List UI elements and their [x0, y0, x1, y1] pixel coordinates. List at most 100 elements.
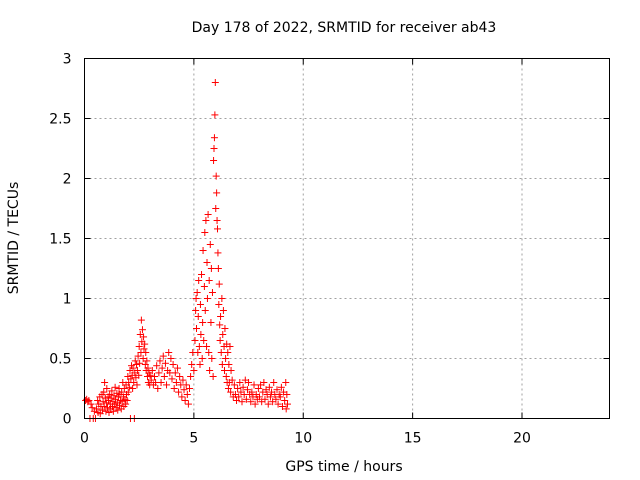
data-point [281, 397, 289, 404]
data-point [217, 349, 225, 356]
data-points [82, 79, 291, 422]
data-point [193, 325, 200, 332]
data-point [103, 404, 111, 412]
data-point [116, 401, 123, 409]
data-point [211, 111, 219, 119]
data-point [214, 265, 222, 272]
data-point [111, 383, 119, 391]
data-point [141, 340, 149, 348]
data-point [113, 389, 121, 397]
data-point [176, 373, 184, 380]
data-point [245, 379, 253, 386]
x-tick-label: 5 [189, 431, 198, 447]
data-point [200, 337, 208, 344]
data-point [137, 316, 145, 324]
x-tick-label: 0 [80, 431, 89, 447]
data-point [134, 352, 142, 360]
data-point [183, 391, 191, 398]
y-tick-label: 1.5 [49, 232, 71, 248]
y-tick-label: 3 [63, 52, 72, 68]
data-point [199, 319, 207, 326]
data-point [167, 355, 175, 362]
data-point [165, 349, 173, 356]
data-point [143, 357, 151, 365]
data-point [224, 385, 232, 392]
data-point [147, 376, 155, 384]
data-point [226, 343, 234, 350]
data-point [201, 229, 209, 236]
data-point [216, 337, 224, 344]
data-point [209, 373, 217, 380]
x-tick-label: 20 [513, 431, 531, 447]
data-point [202, 217, 210, 224]
data-point [224, 349, 232, 356]
data-point [242, 395, 250, 403]
data-point [133, 381, 141, 389]
data-point [278, 403, 286, 410]
data-point [196, 301, 204, 308]
data-point [211, 79, 219, 86]
data-point [161, 359, 169, 367]
data-point [205, 349, 213, 356]
data-point [203, 295, 211, 302]
data-point [187, 373, 195, 380]
data-point [230, 381, 238, 389]
data-point [156, 357, 164, 365]
data-point [260, 379, 268, 386]
data-point [282, 405, 290, 413]
y-tick-label: 2 [63, 172, 72, 188]
data-point [204, 211, 212, 218]
y-tick-label: 2.5 [49, 112, 71, 128]
data-point [172, 379, 180, 386]
data-point [216, 321, 224, 329]
data-point [135, 371, 143, 379]
data-point [261, 395, 269, 403]
data-point [88, 404, 96, 412]
data-point [158, 364, 166, 372]
data-point [160, 373, 168, 380]
data-point [124, 388, 132, 396]
data-point [129, 364, 137, 372]
data-point [217, 313, 225, 320]
data-point [266, 393, 274, 401]
data-point [212, 205, 220, 212]
data-point [198, 355, 206, 362]
data-point [264, 400, 272, 408]
data-point [282, 379, 290, 386]
data-point [93, 405, 101, 413]
data-point [215, 301, 223, 308]
data-point [96, 410, 104, 418]
data-point [225, 361, 233, 368]
data-point [135, 343, 143, 350]
y-tick-label: 1 [63, 292, 72, 308]
data-point [243, 386, 251, 394]
data-point [210, 134, 218, 142]
y-axis: 0 0.5 1 1.5 2 2.5 3 [49, 52, 610, 428]
data-point [210, 157, 218, 164]
data-point [197, 331, 205, 338]
data-point [168, 375, 176, 383]
data-point [238, 398, 246, 406]
data-point [228, 376, 236, 384]
data-point [265, 383, 273, 391]
data-point [276, 393, 284, 401]
data-point [102, 407, 110, 415]
data-point [254, 385, 262, 392]
data-point [236, 379, 244, 386]
data-point [219, 331, 227, 338]
data-point [250, 381, 258, 389]
data-point [214, 225, 221, 233]
data-point [100, 403, 108, 410]
data-point [123, 397, 131, 404]
data-point [221, 367, 228, 374]
data-point [159, 352, 167, 360]
data-point [180, 386, 188, 394]
data-point [192, 307, 200, 314]
data-point [99, 398, 107, 406]
x-axis-label: GPS time / hours [285, 459, 402, 475]
grid [84, 58, 610, 419]
data-point [190, 367, 198, 374]
data-point [154, 385, 162, 392]
data-point [207, 265, 215, 272]
data-point [222, 355, 230, 362]
